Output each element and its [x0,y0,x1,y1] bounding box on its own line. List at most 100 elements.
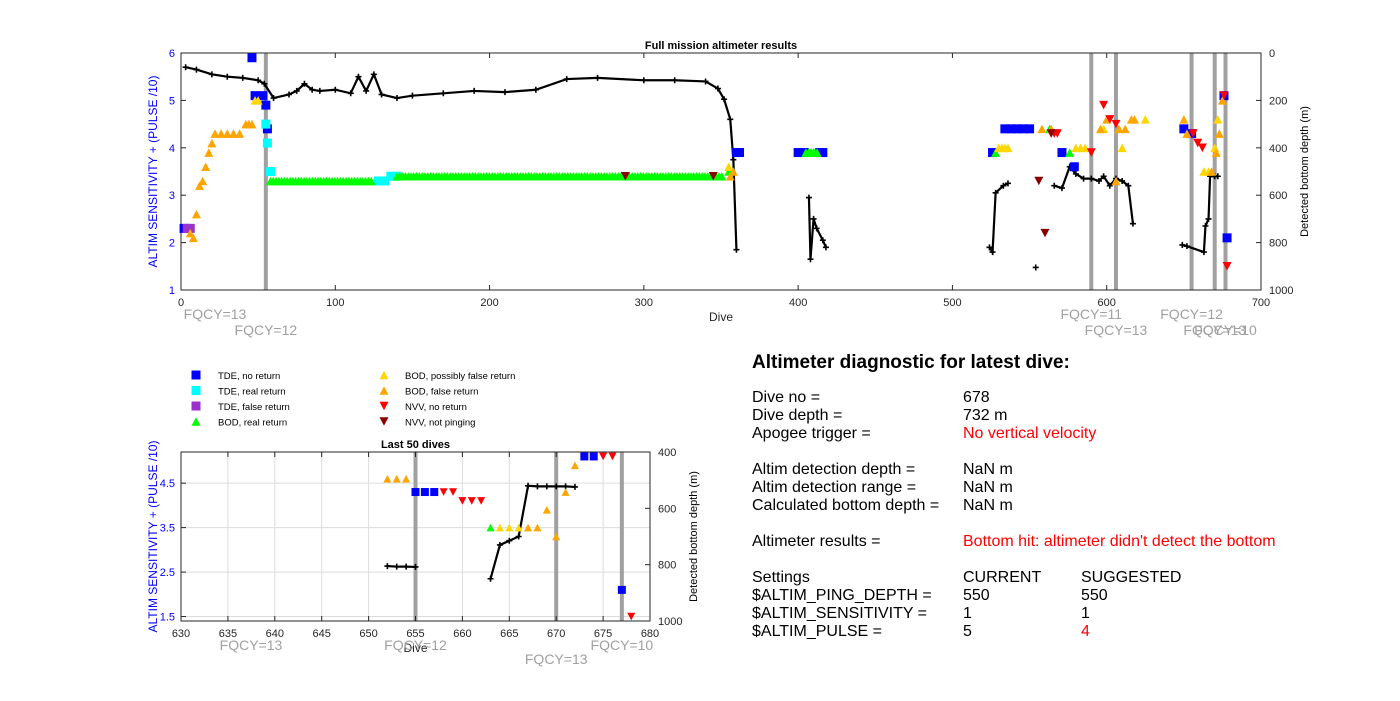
depth-point [1058,185,1065,192]
marker-nvv-no-return [1193,138,1203,148]
depth-point [1200,249,1207,256]
marker-tde-real-return [261,119,271,129]
marker-tde-no-return [1179,124,1189,134]
marker-bod-possibly-false-return [1140,115,1150,124]
setting-key: $ALTIM_SENSITIVITY = [752,605,928,622]
x-tick-label: 635 [219,628,237,640]
depth-point [208,71,215,78]
setting-current: 5 [963,623,972,640]
y-left-tick-label: 4 [169,143,175,155]
depth-line [387,564,416,569]
settings-header-suggested: SUGGESTED [1081,569,1182,586]
depth-point [409,92,416,99]
depth-point [1106,182,1113,189]
depth-point [355,73,362,80]
legend-marker [379,370,389,380]
x-tick-label: 675 [594,628,612,640]
marker-tde-no-return [735,148,745,158]
depth-point [293,87,300,94]
legend-marker [191,386,201,395]
depth-point [1179,241,1186,248]
marker-bod-false-return [228,129,238,138]
marker-bod-false-return [204,148,214,157]
depth-point [534,483,541,490]
marker-nvv-no-return [627,612,636,621]
marker-nvv-no-return [1052,129,1062,138]
marker-tde-no-return [1222,233,1232,243]
x-tick-label: 680 [641,628,659,640]
marker-bod-false-return [383,474,392,483]
y-left-tick-label: 5 [169,95,175,107]
marker-tde-no-return [589,452,598,461]
setting-current: 1 [963,605,972,622]
setting-suggested-changed: 4 [1081,623,1090,640]
marker-nvv-no-return [439,488,448,496]
marker-tde-no-return [411,488,420,497]
marker-bod-false-return [1211,148,1221,157]
fqcy-label: FQCY=12 [384,637,447,653]
depth-point [1088,175,1095,182]
depth-point [1032,264,1039,271]
marker-tde-no-return [1012,124,1022,134]
marker-tde-no-return [1025,124,1035,134]
y-left-tick-label: 3.5 [160,523,175,535]
legend-label: BOD, real return [218,418,287,429]
x-tick-label: 670 [547,628,565,640]
x-tick-label: 655 [406,628,424,640]
marker-bod-false-return [222,129,232,138]
marker-tde-no-return [1018,124,1028,134]
marker-bod-false-return [201,162,211,172]
marker-tde-no-return [580,452,589,461]
marker-bod-false-return [188,233,198,243]
marker-tde-no-return [818,148,828,158]
marker-nvv-no-return [467,497,476,505]
legend-marker [191,370,201,380]
depth-point [986,244,993,251]
legend-label: BOD, possibly false return [405,371,515,382]
depth-point [515,533,522,540]
legend-marker [379,417,389,426]
diag-row-detection-range: Altim detection range = NaN m [752,479,1392,497]
marker-tde-real-return [386,171,396,181]
depth-point [440,90,447,97]
legend-marker [191,417,201,426]
depth-point [403,563,410,570]
x-tick-label: 600 [1098,297,1116,309]
setting-current: 550 [963,587,990,604]
depth-point [714,85,721,92]
marker-bod-false-return [198,176,208,186]
marker-nvv-no-return [599,452,608,461]
marker-tde-no-return [1057,148,1067,158]
depth-point [309,86,316,93]
marker-tde-no-return [430,488,439,497]
marker-nvv-no-return [1222,262,1232,271]
marker-tde-no-return [262,124,272,134]
marker-bod-possibly-false-return [514,523,523,532]
depth-point [412,563,419,570]
depth-point [805,194,812,201]
y-left-tick-label: 2 [169,238,175,250]
legend-label: TDE, false return [218,402,290,413]
diag-row-dive-no: Dive no = 678 [752,389,1392,407]
marker-tde-real-return [380,176,390,186]
x-tick-label: 660 [453,628,471,640]
depth-point [819,237,826,244]
marker-nvv-no-return [458,497,467,505]
marker-bod-possibly-false-return [1080,143,1090,153]
chart-panel-last-50 [180,451,651,622]
legend-label: TDE, no return [218,371,280,382]
diag-key: Altim detection range = [752,479,917,496]
depth-point [471,87,478,94]
marker-bod-false-return [195,181,205,190]
depth-point [347,90,354,97]
x-tick-label: 0 [178,297,184,309]
marker-bod-false-return [1182,129,1192,138]
depth-point [224,73,231,80]
marker-bod-real-return [366,176,376,186]
y-right-axis-label: Detected bottom depth (m) [1299,106,1311,237]
marker-tde-no-return [988,148,998,158]
marker-tde-no-return [1000,124,1010,134]
legend-label: NVV, not pinging [405,418,475,429]
x-tick-label: 640 [266,628,284,640]
marker-bod-false-return [561,488,570,496]
